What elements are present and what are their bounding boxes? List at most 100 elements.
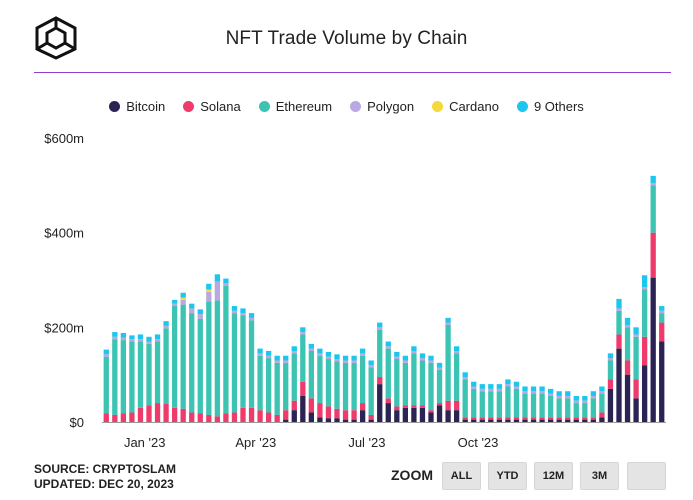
bar-segment-9-others	[206, 283, 212, 290]
bar-segment-ethereum	[633, 336, 639, 380]
bar-segment-ethereum	[214, 300, 221, 417]
x-tick-label: Oct '23	[458, 435, 499, 450]
legend-dot-icon	[109, 101, 121, 113]
legend-item-ethereum[interactable]: Ethereum	[258, 99, 332, 114]
bar-segment-polygon	[453, 351, 460, 354]
bar-segment-ethereum	[453, 353, 460, 401]
bar-segment-polygon	[496, 388, 503, 392]
bar-segment-bitcoin	[565, 419, 571, 422]
bar-segment-polygon	[505, 384, 511, 387]
bar-segment-9-others	[368, 360, 374, 366]
zoom-all-button[interactable]: ALL	[442, 462, 481, 490]
bar-segment-9-others	[419, 353, 426, 359]
legend-item-polygon[interactable]: Polygon	[350, 99, 414, 114]
bar-segment-solana	[479, 417, 485, 420]
bar-segment-ethereum	[257, 355, 263, 411]
bar-segment-solana	[214, 416, 221, 422]
bar-segment-bitcoin	[351, 419, 357, 422]
bar-segment-9-others	[240, 308, 246, 314]
zoom-ytd-button[interactable]: YTD	[488, 462, 527, 490]
bar-segment-solana	[197, 413, 203, 422]
legend-item-solana[interactable]: Solana	[183, 99, 241, 114]
bar-segment-polygon	[300, 332, 306, 335]
bar-segment-bitcoin	[624, 374, 631, 422]
bar-segment-polygon	[547, 393, 554, 396]
bar-segment-9-others	[616, 298, 622, 309]
bar-segment-ethereum	[189, 313, 195, 413]
bar-segment-9-others	[641, 275, 648, 288]
bar-segment-ethereum	[488, 391, 494, 418]
legend-label: Bitcoin	[126, 99, 166, 115]
bar-segment-polygon	[530, 391, 537, 394]
bar-segment-bitcoin	[556, 419, 562, 422]
bar-segment-bitcoin	[471, 419, 477, 422]
legend-label: Polygon	[367, 99, 415, 115]
bar-segment-polygon	[120, 337, 127, 341]
bar-segment-solana	[359, 403, 366, 411]
bar-segment-bitcoin	[428, 412, 434, 422]
bar-segment-ethereum	[120, 340, 127, 414]
bar-segment-ethereum	[325, 359, 332, 407]
bar-segment-polygon	[411, 351, 417, 354]
bar-segment-ethereum	[265, 358, 272, 413]
bar-segment-bitcoin	[582, 419, 588, 422]
bar-segment-solana	[624, 360, 631, 375]
bar-segment-polygon	[214, 281, 221, 301]
bar-segment-9-others	[530, 386, 537, 392]
bar-segment-9-others	[505, 379, 511, 385]
bar-segment-polygon	[556, 395, 562, 399]
bar-segment-9-others	[599, 386, 605, 392]
bar-segment-bitcoin	[539, 419, 545, 422]
bar-segment-ethereum	[582, 403, 588, 418]
bar-segment-solana	[513, 417, 520, 420]
bar-segment-polygon	[163, 325, 169, 329]
bar-segment-solana	[248, 407, 255, 422]
bar-segment-solana	[633, 379, 639, 399]
stacked-bar-chart: $0 $200m $400m $600m Jan '23 Apr '23 Jul '23 Oc…	[44, 131, 666, 450]
bar-segment-solana	[265, 412, 272, 422]
legend-item-bitcoin[interactable]: Bitcoin	[109, 99, 165, 114]
bar-segment-ethereum	[248, 320, 255, 408]
bar-segment-bitcoin	[419, 407, 426, 422]
bar-segment-ethereum	[129, 341, 135, 413]
bar-segment-ethereum	[317, 355, 323, 404]
bar-segment-ethereum	[342, 362, 349, 411]
zoom-3m-button[interactable]: 3M	[580, 462, 619, 490]
zoom-12m-button[interactable]: 12M	[534, 462, 573, 490]
bar-segment-polygon	[641, 287, 648, 290]
legend-item-9-others[interactable]: 9 Others	[516, 99, 584, 114]
bar-segment-polygon	[659, 310, 665, 314]
bar-segment-9-others	[462, 372, 468, 378]
bar-segment-solana	[650, 232, 656, 278]
cryptoslam-logo-icon	[35, 16, 77, 60]
bar-segment-ethereum	[351, 362, 357, 411]
zoom-custom-button[interactable]	[627, 462, 666, 490]
chart-legend: Bitcoin Solana Ethereum Polygon Cardano 9 Oth…	[0, 98, 693, 114]
bar-segment-9-others	[479, 384, 485, 389]
bar-segment-9-others	[300, 327, 306, 333]
bar-segment-9-others	[334, 354, 340, 360]
bar-segment-polygon	[112, 336, 118, 340]
bar-segment-bitcoin	[650, 277, 656, 422]
bar-segment-ethereum	[274, 362, 280, 415]
bar-segment-polygon	[231, 310, 238, 314]
bar-segment-polygon	[590, 395, 597, 399]
bar-segment-solana	[163, 404, 169, 422]
bar-segment-bitcoin	[522, 419, 528, 422]
bar-segment-9-others	[496, 384, 503, 389]
bar-segment-solana	[137, 407, 144, 422]
bar-segment-ethereum	[300, 334, 306, 382]
bar-segment-9-others	[590, 391, 597, 396]
bar-segment-ethereum	[445, 324, 451, 401]
bar-segment-solana	[411, 405, 417, 408]
bar-segment-polygon	[154, 339, 161, 342]
bar-segment-solana	[103, 413, 109, 422]
bar-segment-ethereum	[359, 355, 366, 404]
bar-segment-polygon	[308, 348, 315, 351]
bar-segment-ethereum	[573, 403, 579, 418]
legend-item-cardano[interactable]: Cardano	[432, 99, 499, 114]
bar-segment-bitcoin	[377, 384, 383, 422]
bar-segment-solana	[641, 336, 648, 366]
bar-segment-bitcoin	[607, 388, 614, 422]
bar-segment-solana	[471, 417, 477, 420]
